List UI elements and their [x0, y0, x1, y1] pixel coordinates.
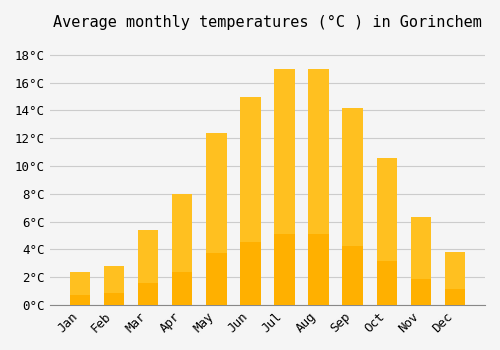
Bar — [240, 243, 260, 305]
Bar — [138, 230, 158, 305]
Bar — [172, 272, 193, 305]
Title: Average monthly temperatures (°C ) in Gorinchem: Average monthly temperatures (°C ) in Go… — [53, 15, 482, 30]
Bar — [70, 272, 90, 305]
Bar — [206, 253, 227, 305]
Bar — [240, 97, 260, 305]
Bar — [410, 217, 431, 305]
Bar — [274, 69, 294, 305]
Bar — [206, 133, 227, 305]
Bar — [274, 234, 294, 305]
Bar — [376, 261, 397, 305]
Bar — [308, 69, 329, 305]
Bar — [70, 295, 90, 305]
Bar — [172, 194, 193, 305]
Bar — [445, 252, 465, 305]
Bar — [410, 279, 431, 305]
Bar — [445, 289, 465, 305]
Bar — [104, 293, 124, 305]
Bar — [138, 282, 158, 305]
Bar — [342, 246, 363, 305]
Bar — [308, 234, 329, 305]
Bar — [342, 108, 363, 305]
Bar — [376, 158, 397, 305]
Bar — [104, 266, 124, 305]
